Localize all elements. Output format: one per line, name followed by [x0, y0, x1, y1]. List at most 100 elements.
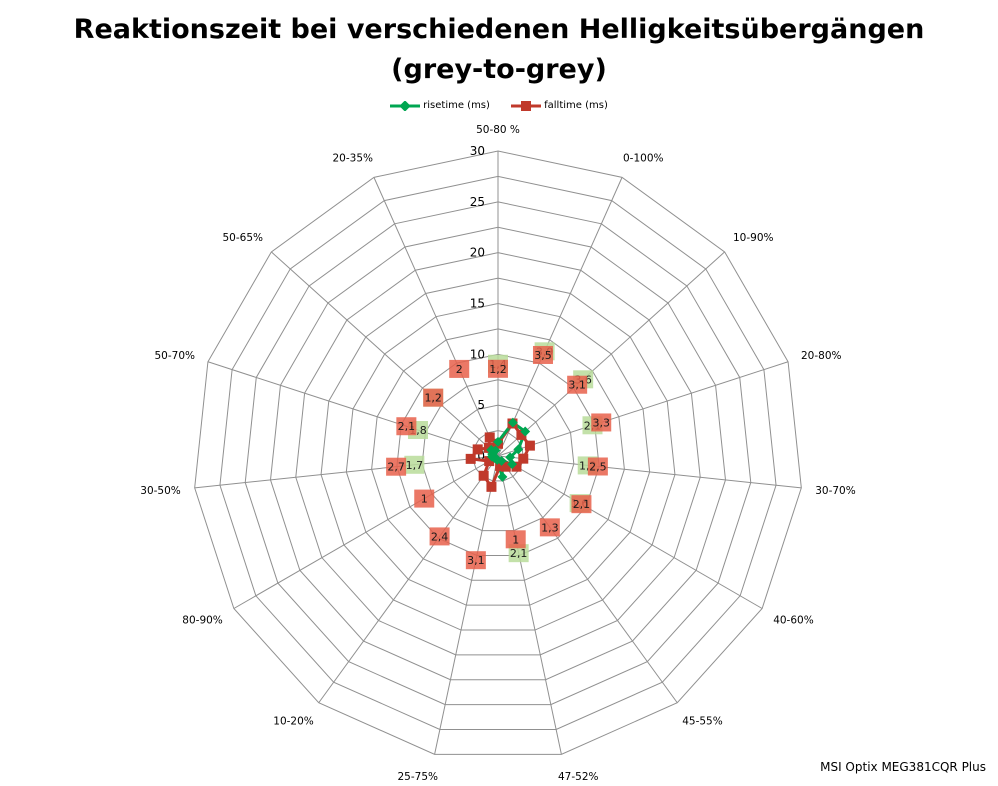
legend-item-fall: falltime (ms): [511, 100, 608, 111]
axis-tick-label: 10: [470, 347, 485, 361]
category-label: 47-52%: [558, 771, 599, 783]
category-label: 30-70%: [815, 485, 856, 497]
category-label: 45-55%: [682, 716, 723, 728]
fall-point: [484, 432, 495, 443]
fall-data-label: 1: [512, 533, 519, 546]
grid-spoke: [497, 251, 725, 457]
grid-spoke: [497, 361, 789, 457]
fall-point: [484, 456, 495, 467]
category-label: 50-65%: [222, 232, 263, 244]
grid-spoke: [497, 177, 623, 457]
fall-data-label: 2,7: [387, 461, 405, 474]
rise-data-label-bg: [404, 455, 425, 474]
grid-ring: [446, 404, 550, 507]
fall-point: [495, 460, 506, 471]
category-label: 30-50%: [140, 485, 181, 497]
category-label: 80-90%: [182, 615, 223, 627]
fall-point: [518, 453, 529, 464]
grid-spoke: [497, 455, 802, 489]
fall-data-label-bg: [429, 527, 450, 546]
category-label: 25-75%: [398, 771, 439, 783]
grid-ring: [194, 150, 802, 755]
fall-data-label: 1,2: [489, 363, 507, 376]
grid-spoke: [233, 455, 499, 609]
grid-spoke: [318, 455, 499, 704]
fall-data-label-bg: [396, 417, 417, 436]
rise-point: [497, 471, 508, 482]
grid-ring: [219, 175, 777, 730]
rise-point: [513, 444, 524, 455]
fall-series-line: [467, 420, 532, 490]
fall-point: [524, 440, 535, 451]
grid-spoke: [373, 177, 499, 457]
chart-title: Reaktionszeit bei verschiedenen Helligke…: [0, 10, 998, 90]
fall-data-label-bg: [567, 375, 588, 394]
fall-data-label: 3,5: [534, 349, 552, 362]
grid-spoke: [207, 361, 499, 457]
rise-point: [520, 426, 531, 437]
fall-data-label-bg: [449, 359, 470, 378]
fall-data-label-bg: [587, 457, 608, 476]
axis-tick-label: 15: [470, 297, 485, 311]
fall-data-label: 2,1: [398, 420, 416, 433]
grid-ring: [396, 353, 600, 556]
fall-data-label: 2,5: [589, 460, 607, 473]
fall-data-label: 3,3: [592, 416, 610, 429]
watermark: MSI Optix MEG381CQR Plus: [820, 760, 986, 774]
fall-data-label: 3,1: [568, 379, 586, 392]
grid-ring: [244, 201, 752, 706]
category-label: 10-20%: [273, 716, 314, 728]
axis-tick-label: 25: [470, 195, 485, 209]
fall-data-label: 2,4: [431, 530, 449, 543]
axis-tick-label: 0: [477, 449, 485, 463]
fall-data-label: 1: [421, 493, 428, 506]
grid-ring: [295, 252, 701, 656]
grid-ring: [345, 302, 651, 606]
fall-data-label: 2: [456, 363, 463, 376]
category-label: 20-80%: [801, 350, 842, 362]
fall-data-label-bg: [591, 413, 612, 432]
grid-ring: [269, 226, 727, 681]
legend-item-rise: risetime (ms): [390, 100, 490, 111]
rise-point: [507, 459, 518, 470]
grid-spoke: [434, 455, 499, 755]
fall-data-label: 2,1: [573, 498, 591, 511]
fall-data-label-bg: [488, 359, 508, 378]
fall-data-label: 3,1: [467, 554, 485, 567]
grid-ring: [421, 379, 575, 532]
fall-data-label-bg: [465, 551, 486, 570]
legend-fall-marker: [511, 100, 542, 111]
chart-title-line-1: Reaktionszeit bei verschiedenen Helligke…: [73, 14, 925, 45]
axis-tick-label: 5: [477, 398, 485, 412]
fall-point: [486, 481, 497, 492]
category-label: 0-100%: [623, 152, 664, 164]
rise-data-label: 1,7: [406, 459, 424, 472]
fall-data-label: 1,3: [541, 521, 559, 534]
grid-spoke: [497, 455, 678, 704]
axis-tick-label: 20: [470, 246, 485, 260]
fall-point: [472, 444, 483, 455]
fall-data-label: 1,2: [424, 392, 442, 405]
fall-point: [516, 429, 527, 440]
fall-point: [511, 461, 522, 472]
fall-data-label-bg: [571, 495, 592, 514]
fall-data-label-bg: [505, 530, 526, 549]
rise-data-label-bg: [508, 544, 529, 563]
category-label: 20-35%: [332, 152, 373, 164]
legend-fall-label: falltime (ms): [544, 100, 608, 111]
fall-data-label-bg: [539, 518, 560, 537]
axis-tick-label: 30: [470, 144, 485, 158]
fall-data-label-bg: [414, 489, 435, 508]
grid-spoke: [497, 455, 562, 755]
grid-spoke: [194, 455, 499, 489]
grid-ring: [320, 277, 676, 631]
rise-point: [507, 417, 518, 428]
fall-point: [478, 470, 489, 481]
legend-rise-label: risetime (ms): [423, 100, 490, 111]
category-label: 50-80 %: [476, 124, 520, 136]
rise-data-label: 2,1: [510, 547, 528, 560]
rise-point: [490, 445, 501, 456]
fall-point: [500, 461, 511, 472]
grid-ring: [371, 328, 625, 581]
